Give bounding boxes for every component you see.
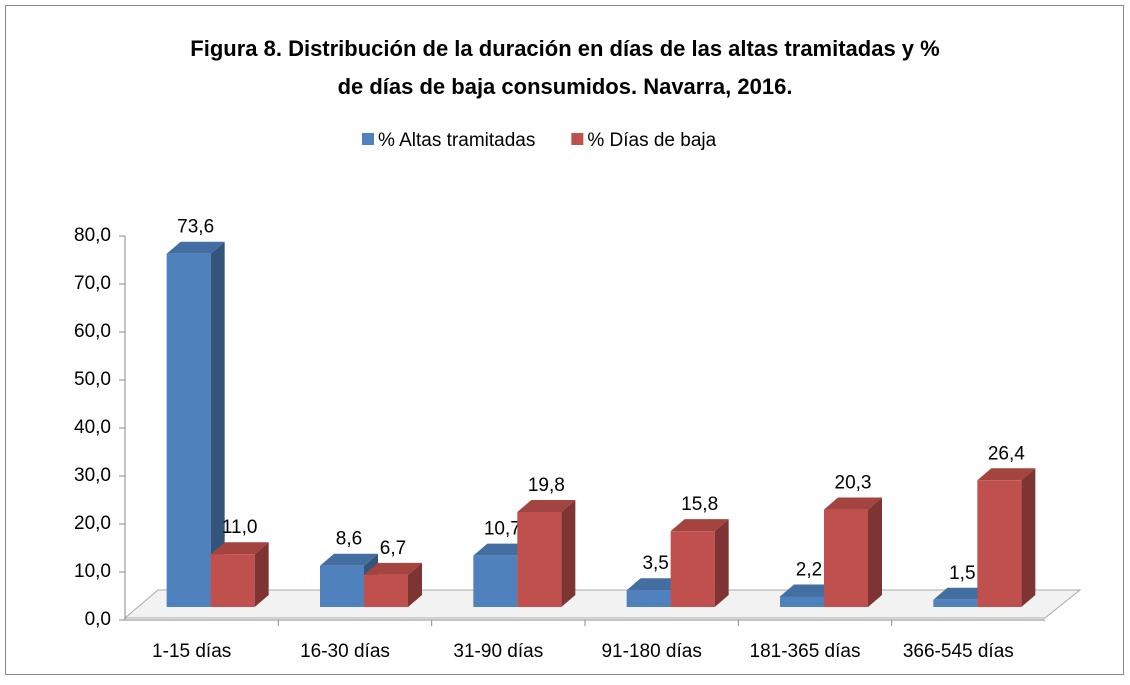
bar-top [824, 497, 882, 510]
bar [626, 590, 671, 607]
bar-top [933, 587, 992, 600]
bar-side [254, 542, 269, 607]
value-label: 6,7 [380, 538, 406, 559]
value-label: 73,6 [177, 217, 214, 238]
x-tick-label: 31-90 días [453, 641, 543, 662]
bar-side [561, 499, 576, 607]
x-tick-label: 91-180 días [601, 641, 701, 662]
bar-side [714, 519, 729, 607]
bar [166, 253, 211, 607]
bar [977, 480, 1022, 607]
bar-top [210, 542, 269, 555]
x-tick-label: 16-30 días [300, 641, 390, 662]
bar-side [1021, 468, 1036, 607]
y-tick-label: 30,0 [74, 465, 111, 486]
value-label: 10,7 [484, 519, 521, 540]
y-tick-label: 70,0 [74, 273, 111, 294]
y-tick-label: 20,0 [74, 513, 111, 534]
bar-top [166, 241, 225, 254]
bar [517, 511, 562, 607]
legend-label: % Altas tramitadas [378, 130, 535, 151]
chart-title: Figura 8. Distribución de la duración en… [190, 36, 939, 61]
chart-title: de días de baja consumidos. Navarra, 201… [338, 74, 793, 99]
bar-top [670, 519, 729, 532]
legend-swatch [571, 133, 584, 145]
legend-label: % Días de baja [587, 130, 716, 151]
bar-side [408, 562, 422, 607]
y-tick-label: 80,0 [74, 225, 111, 246]
bar [780, 596, 824, 607]
y-tick-label: 40,0 [74, 417, 111, 438]
bar [364, 574, 408, 607]
value-label: 15,8 [681, 494, 718, 515]
bar [670, 531, 715, 607]
bar [210, 554, 255, 607]
legend-swatch [362, 133, 374, 145]
bar-top [780, 584, 838, 597]
bar-top [473, 543, 532, 556]
bar [824, 509, 868, 607]
value-label: 2,2 [796, 559, 822, 580]
bar-top [626, 578, 685, 591]
value-label: 19,8 [528, 475, 565, 496]
bar-side [210, 241, 225, 607]
value-label: 20,3 [835, 473, 872, 494]
bar-side [868, 497, 882, 607]
x-tick-label: 181-365 días [750, 641, 861, 662]
y-tick-label: 50,0 [74, 369, 111, 390]
value-label: 8,6 [336, 529, 362, 550]
bar-top [517, 499, 576, 512]
bar-top [320, 553, 378, 566]
y-tick-label: 0,0 [85, 609, 111, 630]
value-label: 3,5 [642, 553, 668, 574]
y-tick-label: 10,0 [74, 561, 111, 582]
bar [320, 565, 364, 607]
bar [933, 599, 978, 607]
value-label: 1,5 [949, 563, 975, 584]
bar [473, 555, 518, 607]
value-label: 11,0 [222, 517, 258, 538]
bar-top [364, 562, 422, 575]
x-tick-label: 1-15 días [152, 641, 231, 662]
value-label: 26,4 [988, 443, 1025, 464]
y-tick-label: 60,0 [74, 321, 111, 342]
bar-top [977, 468, 1036, 481]
x-tick-label: 366-545 días [903, 641, 1014, 662]
